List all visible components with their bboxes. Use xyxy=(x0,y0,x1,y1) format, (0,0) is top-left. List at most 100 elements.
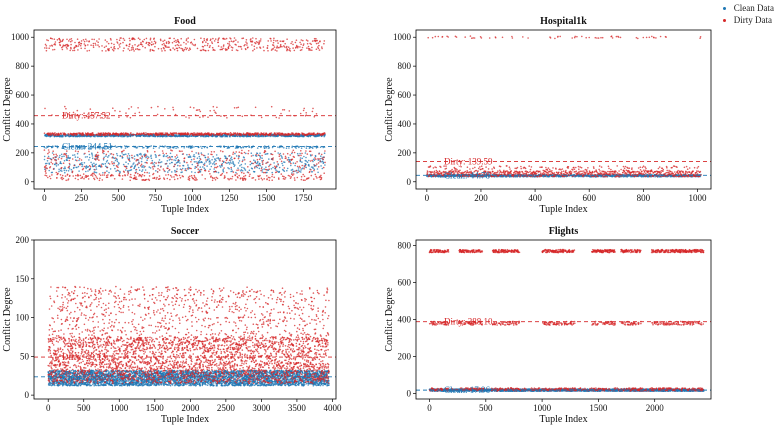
food-dirty-point xyxy=(252,50,254,52)
hospital1k-dirty-point xyxy=(435,36,437,38)
food-dirty-point xyxy=(278,178,280,180)
food-dirty-point xyxy=(283,176,285,178)
food-dirty-point xyxy=(97,158,99,160)
food-dirty-point xyxy=(44,132,46,134)
food-dirty-point xyxy=(94,43,96,45)
food-clean-point xyxy=(277,146,279,148)
food-dirty-point xyxy=(99,178,101,180)
food-y-tick-label: 800 xyxy=(16,61,30,71)
food-dirty-point xyxy=(230,167,232,169)
food-clean-point xyxy=(183,147,185,149)
food-dirty-point xyxy=(295,163,297,165)
food-clean-point xyxy=(170,153,172,155)
food-dirty-point xyxy=(311,154,313,156)
food-clean-point xyxy=(209,160,211,162)
food-dirty-point xyxy=(65,175,67,177)
food-dirty-point xyxy=(134,175,136,177)
food-dirty-point xyxy=(252,37,254,39)
food-dirty-point xyxy=(82,176,84,178)
food-dirty-point xyxy=(180,38,182,40)
food-dirty-point xyxy=(140,157,142,159)
food-dirty-point xyxy=(199,109,201,111)
food-clean-point xyxy=(241,164,243,166)
food-dirty-point xyxy=(168,174,170,176)
food-dirty-point xyxy=(61,158,63,160)
hospital1k-dirty-point xyxy=(456,36,458,38)
food-dirty-point xyxy=(236,169,238,171)
food-clean-point xyxy=(158,147,160,149)
hospital1k-dirty-point xyxy=(467,166,469,168)
food-clean-point xyxy=(289,159,291,161)
food-dirty-point xyxy=(49,45,51,47)
food-dirty-point xyxy=(203,38,205,40)
food-dirty-point xyxy=(175,41,177,43)
food-clean-point xyxy=(108,172,110,174)
food-clean-point xyxy=(201,152,203,154)
food-clean-point xyxy=(164,145,166,147)
food-dirty-point xyxy=(117,170,119,172)
food-clean-point xyxy=(214,164,216,166)
food-clean-point xyxy=(186,154,188,156)
food-dirty-point xyxy=(289,154,291,156)
food-dirty-point xyxy=(244,152,246,154)
food-dirty-point xyxy=(89,50,91,52)
food-clean-point xyxy=(263,168,265,170)
food-dirty-point xyxy=(277,42,279,44)
food-clean-point xyxy=(199,156,201,158)
food-clean-point xyxy=(212,156,214,158)
food-clean-point xyxy=(116,153,118,155)
food-clean-point xyxy=(148,172,150,174)
food-dirty-point xyxy=(147,151,149,153)
food-dirty-point xyxy=(70,48,72,50)
food-dirty-point xyxy=(293,156,295,158)
food-dirty-point xyxy=(253,177,255,179)
food-clean-point xyxy=(268,158,270,160)
food-dirty-point xyxy=(284,46,286,48)
food-dirty-point xyxy=(168,46,170,48)
food-dirty-point xyxy=(191,151,193,153)
food-dirty-point xyxy=(174,49,176,51)
food-dirty-point xyxy=(289,110,291,112)
food-clean-point xyxy=(107,156,109,158)
food-dirty-point xyxy=(275,49,277,51)
food-dirty-point xyxy=(206,40,208,42)
food-dirty-point xyxy=(246,134,248,136)
food-dirty-point xyxy=(277,164,279,166)
hospital1k-dirty-point xyxy=(427,173,429,175)
food-dirty-point xyxy=(180,44,182,46)
food-clean-point xyxy=(93,163,95,165)
food-clean-point xyxy=(260,157,262,159)
food-dirty-point xyxy=(209,46,211,48)
food-dirty-point xyxy=(128,159,130,161)
food-dirty-point xyxy=(217,166,219,168)
food-clean-point xyxy=(46,163,48,165)
food-dirty-point xyxy=(90,44,92,46)
food-dirty-point xyxy=(263,46,265,48)
food-dirty-point xyxy=(308,177,310,179)
food-dirty-point xyxy=(159,169,161,171)
food-dirty-point xyxy=(290,163,292,165)
food-dirty-point xyxy=(267,47,269,49)
food-dirty-point xyxy=(213,110,215,112)
food-dirty-point xyxy=(245,178,247,180)
food-clean-point xyxy=(199,160,201,162)
food-clean-point xyxy=(167,171,169,173)
food-dirty-point xyxy=(138,162,140,164)
food-dirty-point xyxy=(55,154,57,156)
food-clean-point xyxy=(197,157,199,159)
food-dirty-point xyxy=(171,176,173,178)
food-dirty-point xyxy=(324,40,326,42)
food-dirty-point xyxy=(51,174,53,176)
food-dirty-point xyxy=(154,151,156,153)
food-clean-point xyxy=(178,161,180,163)
food-clean-point xyxy=(245,163,247,165)
food-dirty-point xyxy=(78,175,80,177)
food-dirty-point xyxy=(50,162,52,164)
food-dirty-point xyxy=(163,43,165,45)
food-dirty-point xyxy=(153,50,155,52)
food-dirty-point xyxy=(74,50,76,52)
food-x-tick-label: 0 xyxy=(42,193,47,203)
food-dirty-point xyxy=(69,50,71,52)
food-dirty-point xyxy=(98,155,100,157)
food-clean-point xyxy=(211,159,213,161)
